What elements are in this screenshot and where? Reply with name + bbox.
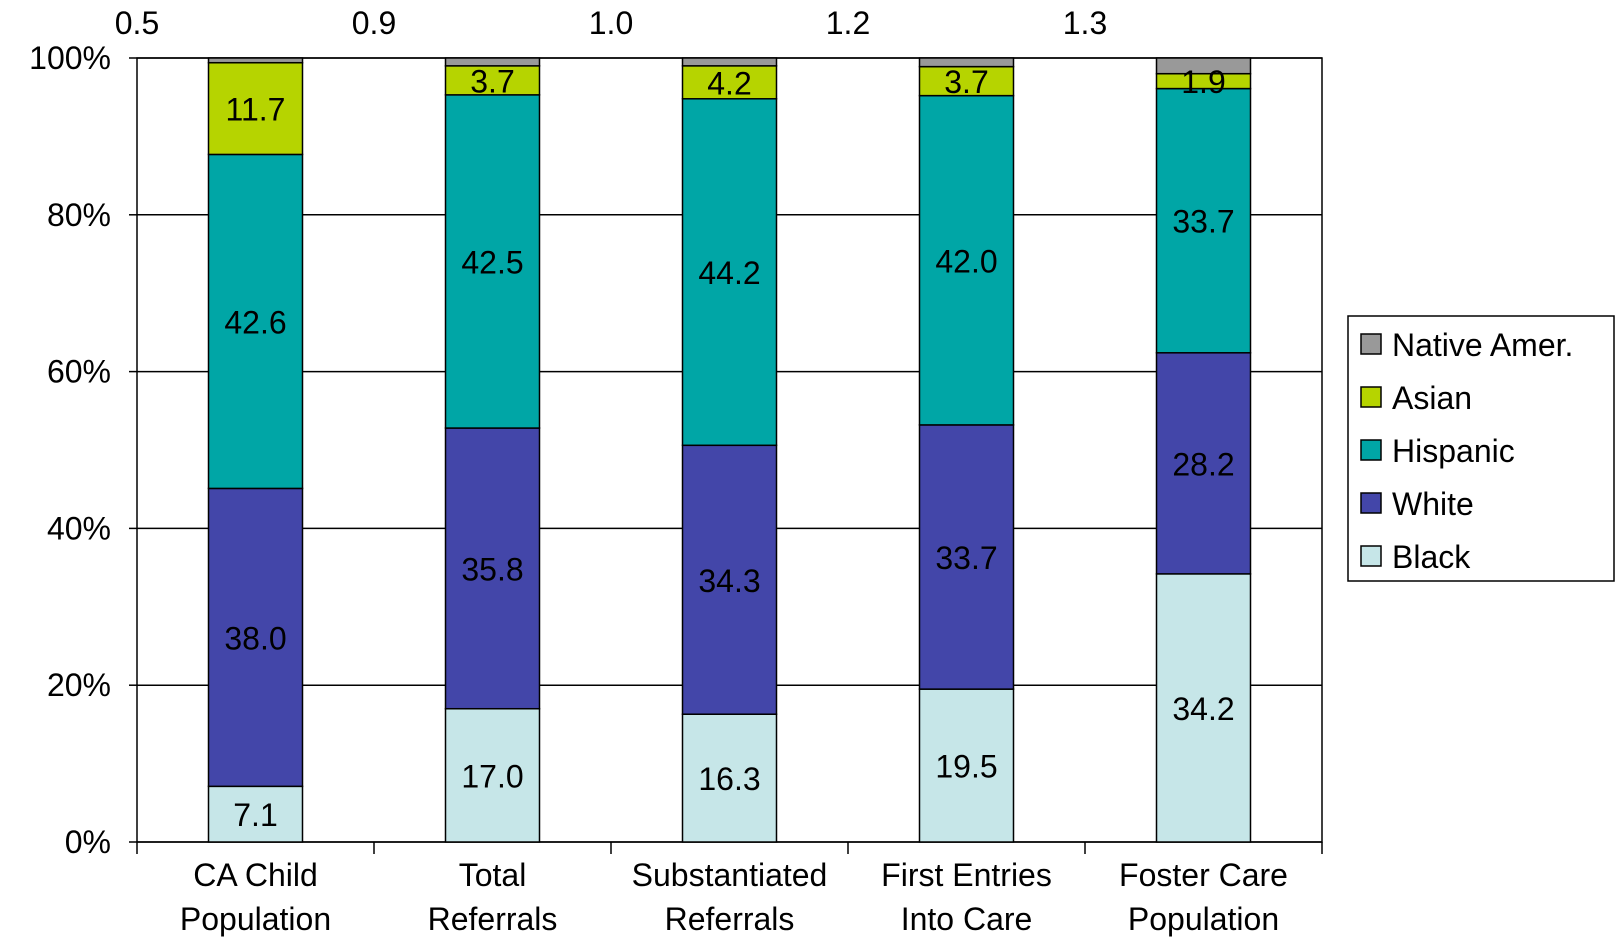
legend-label: Native Amer.: [1392, 327, 1573, 363]
bars: [207, 57, 1252, 843]
legend-swatch: [1360, 333, 1382, 355]
data-label: 19.5: [935, 749, 997, 785]
legend: Native Amer. Asian Hispanic White Black: [1347, 315, 1615, 582]
data-label: 42.6: [224, 304, 286, 340]
data-label: 33.7: [935, 540, 997, 576]
data-label: 35.8: [461, 551, 523, 587]
bar-segment-asian: [207, 61, 304, 156]
bar-segment-asian: [918, 65, 1015, 97]
x-category-label-line: Total: [459, 857, 527, 893]
data-label: 7.1: [233, 797, 277, 833]
top-value-label: 1.0: [589, 5, 633, 41]
data-label: 3.7: [470, 63, 514, 99]
top-value-label: 1.3: [1063, 5, 1107, 41]
legend-box: [1347, 315, 1615, 582]
x-category-label-line: Substantiated: [632, 857, 828, 893]
data-label: 34.2: [1172, 691, 1234, 727]
x-category-label: Substantiated Referrals: [632, 857, 828, 937]
legend-label: White: [1392, 486, 1474, 522]
bar-segment-native-amer: [681, 57, 778, 67]
data-label: 34.3: [698, 563, 760, 599]
data-label: 44.2: [698, 255, 760, 291]
data-label: 16.3: [698, 761, 760, 797]
x-category-label: CA Child Population: [180, 857, 331, 937]
legend-swatch: [1360, 386, 1382, 408]
x-category-label: Foster Care Population: [1119, 857, 1288, 937]
y-tick-label: 80%: [47, 197, 111, 233]
x-category-label-line: Population: [180, 901, 331, 937]
x-category-label-line: Referrals: [665, 901, 795, 937]
bar-segment-hispanic: [1155, 87, 1252, 354]
data-label: 4.2: [707, 65, 751, 101]
data-label: 11.7: [226, 92, 286, 128]
axes: 0% 20% 40% 60% 80% 100% CA Child Population Tota…: [29, 40, 1323, 937]
bar-segment-hispanic: [207, 153, 304, 490]
bar-segment-white: [1155, 352, 1252, 575]
bar-segment-native-amer: [207, 57, 304, 64]
bar-segment-white: [207, 487, 304, 788]
legend-label: Hispanic: [1392, 433, 1515, 469]
top-value-label: 0.9: [352, 5, 396, 41]
y-tick-label: 40%: [47, 510, 111, 546]
y-tick-label: 0%: [65, 824, 111, 860]
legend-label: Asian: [1392, 380, 1472, 416]
bar-segment-asian: [444, 65, 541, 96]
labels: 7.1 38.0 42.6 11.7 0.5 17.0 35.8 42.5 3.7 0.9 16.3…: [115, 5, 1235, 833]
x-category-label-line: CA Child: [193, 857, 318, 893]
x-category-label-line: Into Care: [901, 901, 1033, 937]
x-category-label: Total Referrals: [428, 857, 558, 937]
top-value-label: 1.2: [826, 5, 870, 41]
bar-segment-white: [444, 427, 541, 710]
data-label: 33.7: [1172, 204, 1234, 240]
data-label: 3.7: [944, 64, 988, 100]
y-tick-label: 60%: [47, 354, 111, 390]
x-category-label-line: Population: [1128, 901, 1279, 937]
bar-segment-native-amer: [1155, 57, 1252, 75]
data-label: 38.0: [224, 620, 286, 656]
bar-segment-black: [444, 707, 541, 843]
bar-segment-asian: [681, 65, 778, 100]
data-label: 17.0: [461, 758, 523, 794]
x-category-label-line: Foster Care: [1119, 857, 1288, 893]
x-category-label: First Entries Into Care: [881, 857, 1052, 937]
bar-segment-black: [918, 688, 1015, 843]
y-tick-label: 100%: [29, 40, 111, 76]
bar-segment-native-amer: [444, 57, 541, 67]
bar-segment-white: [918, 424, 1015, 690]
data-label: 1.9: [1181, 64, 1225, 100]
legend-swatch: [1360, 439, 1382, 461]
bar-segment-white: [681, 444, 778, 715]
bar-segment-native-amer: [918, 57, 1015, 68]
y-tick-label: 20%: [47, 667, 111, 703]
data-label: 42.5: [461, 244, 523, 280]
bar-segment-black: [1155, 573, 1252, 843]
data-label: 28.2: [1172, 446, 1234, 482]
bar-segment-hispanic: [918, 94, 1015, 426]
legend-swatch: [1360, 492, 1382, 514]
legend-label: Black: [1392, 539, 1471, 575]
bar-segment-hispanic: [444, 94, 541, 429]
data-label: 42.0: [935, 243, 997, 279]
x-category-label-line: Referrals: [428, 901, 558, 937]
x-category-label-line: First Entries: [881, 857, 1052, 893]
top-value-label: 0.5: [115, 5, 159, 41]
legend-swatch: [1360, 545, 1382, 567]
bar-segment-black: [681, 713, 778, 843]
